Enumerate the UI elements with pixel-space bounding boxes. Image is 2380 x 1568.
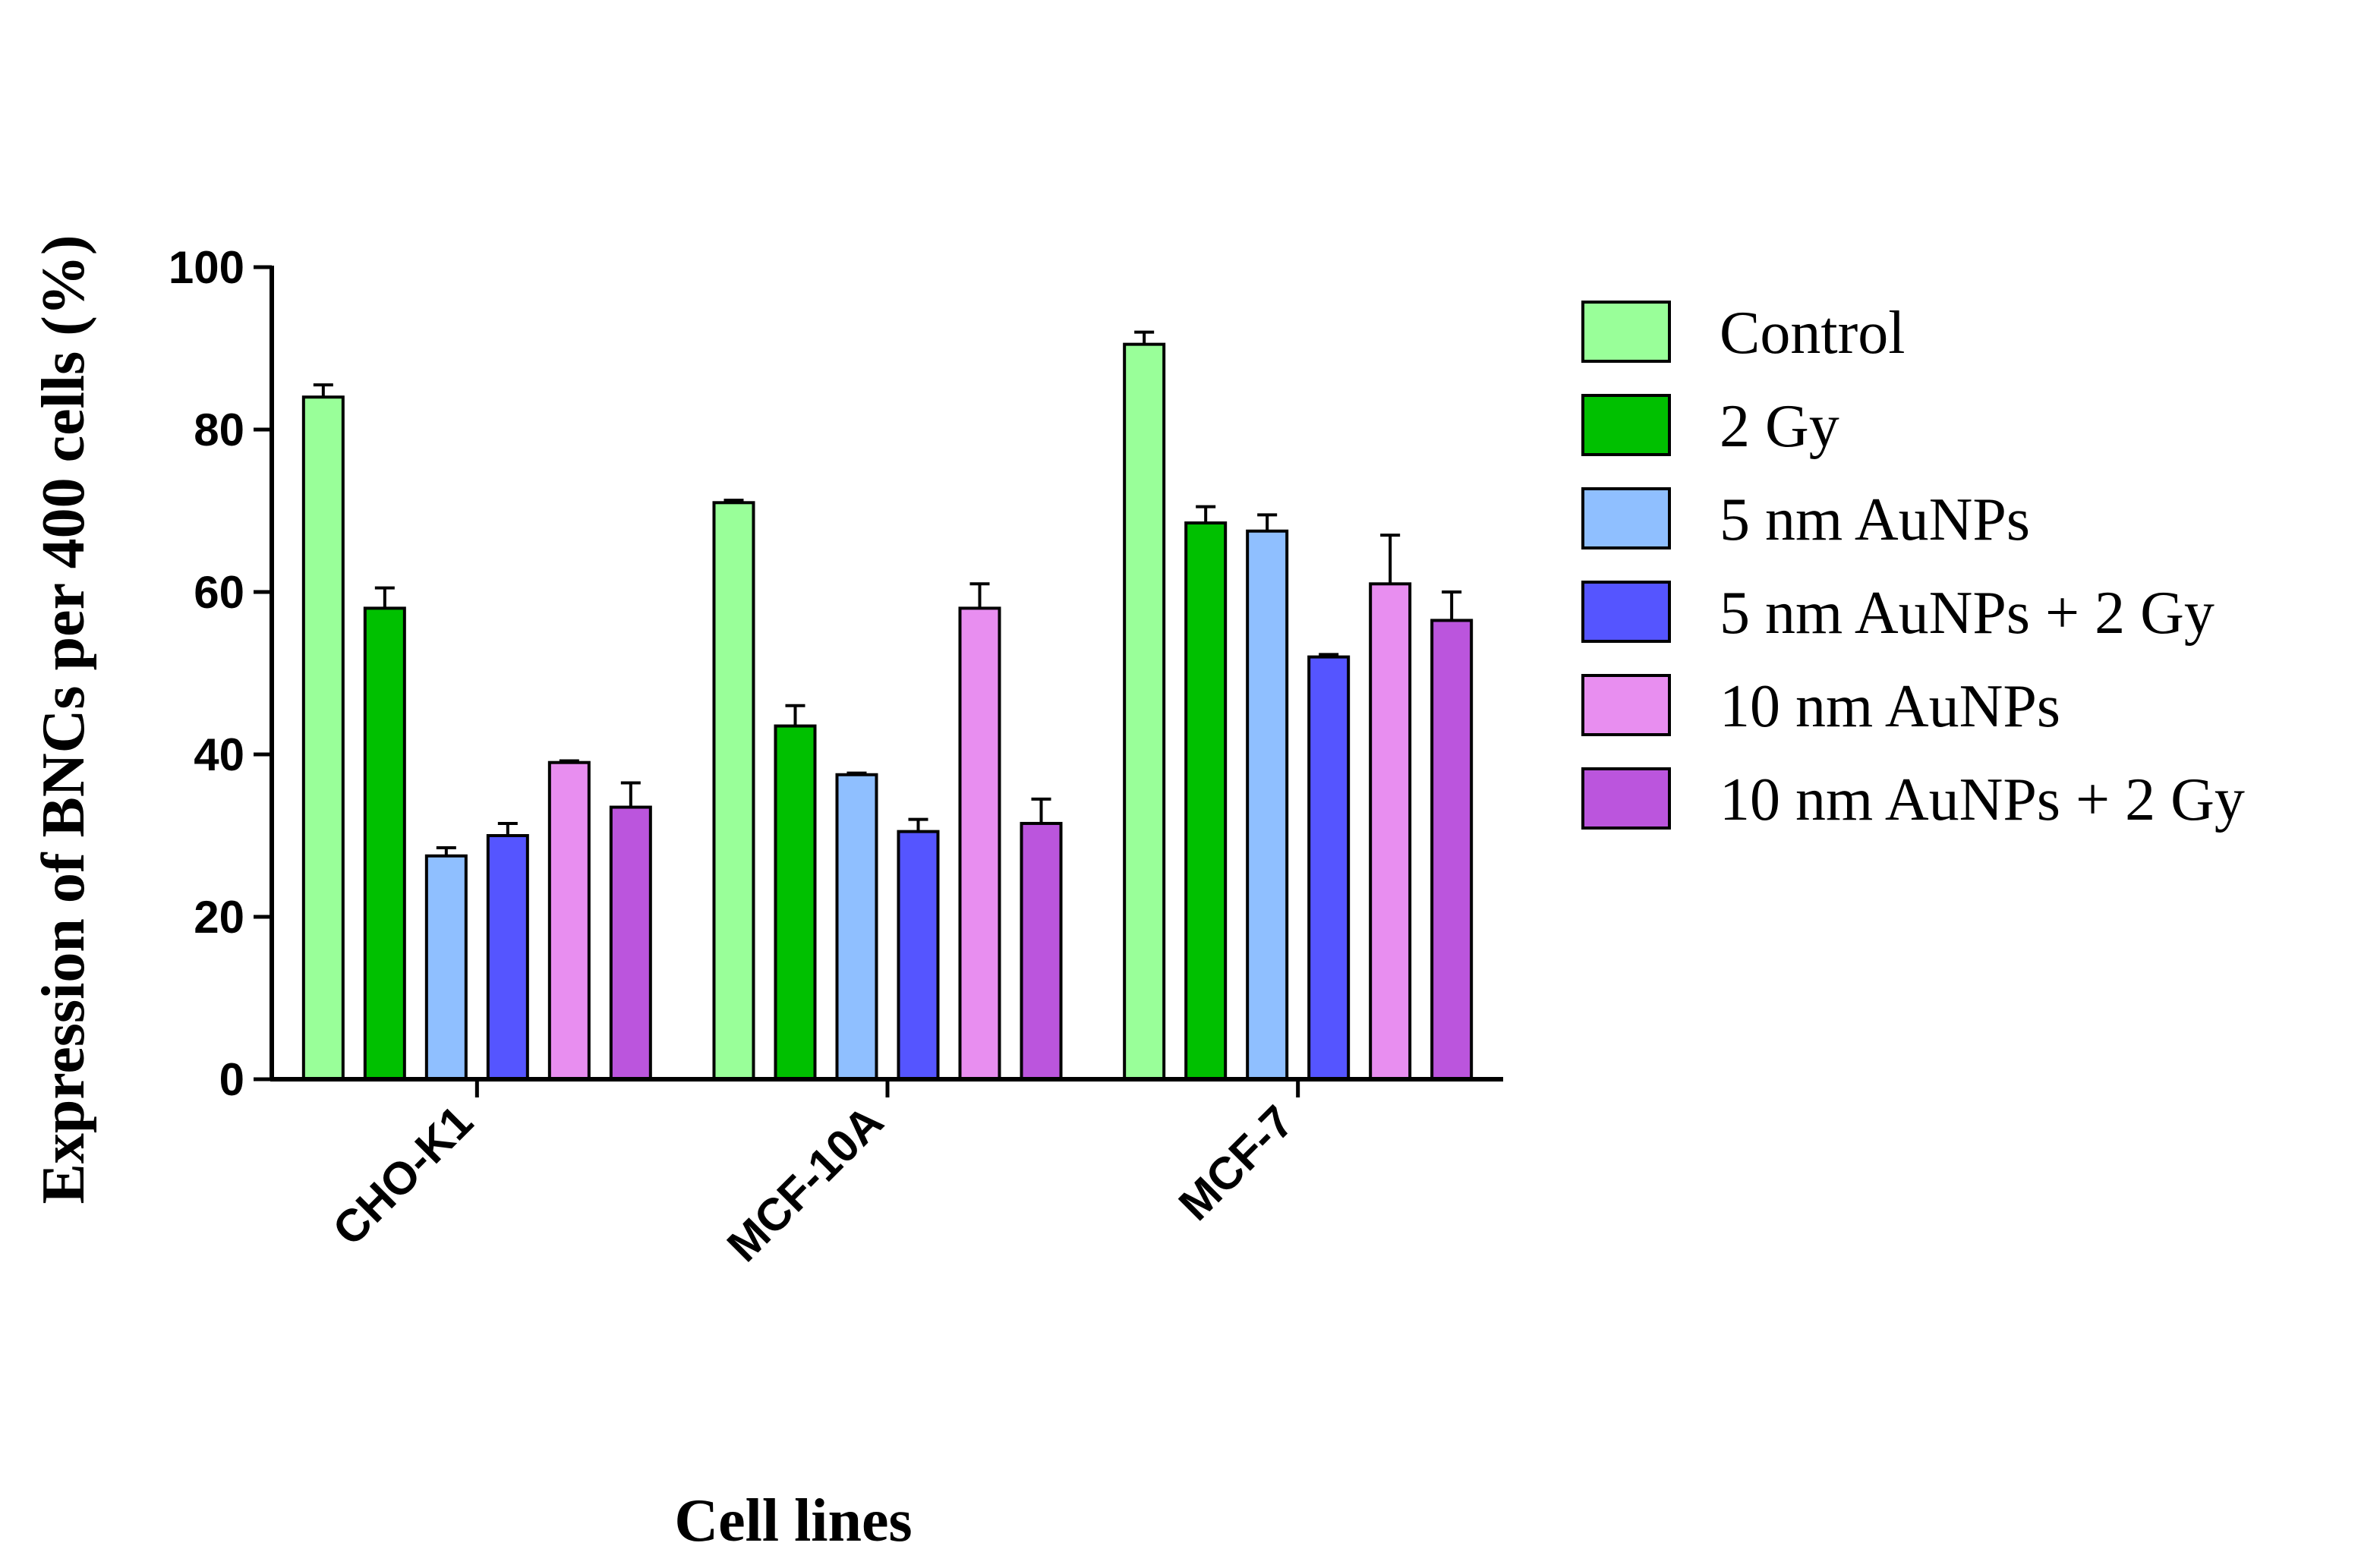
legend-swatch-5-nm-aunps-2-gy	[1581, 581, 1671, 643]
legend-swatch-5-nm-aunps	[1581, 487, 1671, 549]
bar-cho-k1-5-nm-aunps	[424, 854, 468, 1081]
bar-mcf-10a-5-nm-aunps-2-gy	[897, 830, 940, 1082]
x-tick-label-cho-k1: CHO-K1	[323, 1096, 483, 1255]
legend-label-10-nm-aunps: 10 nm AuNPs	[1720, 673, 2060, 740]
bar-mcf-7-5-nm-aunps-2-gy	[1307, 655, 1351, 1081]
y-axis-title: Expression of BNCs per 400 cells (%)	[30, 235, 97, 1204]
legend-swatch-10-nm-aunps-2-gy	[1581, 767, 1671, 830]
legend-label-5-nm-aunps-2-gy: 5 nm AuNPs + 2 Gy	[1720, 580, 2215, 647]
bar-cho-k1-10-nm-aunps	[547, 760, 591, 1081]
legend-label-10-nm-aunps-2-gy: 10 nm AuNPs + 2 Gy	[1720, 767, 2245, 833]
legend-label-2-gy: 2 Gy	[1720, 393, 1839, 460]
bar-mcf-7-10-nm-aunps	[1369, 582, 1412, 1081]
bar-mcf-7-5-nm-aunps	[1246, 529, 1289, 1081]
bar-mcf-7-10-nm-aunps-2-gy	[1430, 619, 1474, 1081]
bar-mcf-10a-2-gy	[774, 724, 817, 1081]
legend-layer: Control 2 Gy 5 nm AuNPs 5 nm AuNPs + 2 Gy 10…	[1581, 300, 2245, 833]
y-tick-label-100: 100	[169, 242, 244, 293]
legend-label-control: Control	[1720, 300, 1905, 367]
x-axis-title: Cell lines	[674, 1488, 912, 1554]
bar-mcf-7-control	[1123, 342, 1166, 1081]
y-tick-label-40: 40	[194, 729, 244, 780]
x-tick-label-mcf-7: MCF-7	[1169, 1096, 1303, 1230]
legend-swatch-10-nm-aunps	[1581, 674, 1671, 736]
legend-swatch-control	[1581, 301, 1671, 363]
bar-cho-k1-2-gy	[363, 606, 406, 1081]
bar-cho-k1-5-nm-aunps-2-gy	[486, 834, 529, 1081]
bar-mcf-10a-control	[712, 501, 755, 1081]
x-tick-label-mcf-10a: MCF-10A	[717, 1096, 893, 1271]
y-tick-label-0: 0	[219, 1054, 244, 1105]
bars-layer	[301, 330, 1474, 1082]
bar-mcf-10a-5-nm-aunps	[835, 773, 878, 1081]
bar-cho-k1-control	[301, 395, 345, 1081]
bar-mcf-10a-10-nm-aunps	[958, 606, 1001, 1081]
y-tick-label-80: 80	[194, 405, 244, 455]
bar-cho-k1-10-nm-aunps-2-gy	[609, 805, 652, 1082]
bar-mcf-10a-10-nm-aunps-2-gy	[1020, 821, 1063, 1081]
legend-label-5-nm-aunps: 5 nm AuNPs	[1720, 486, 2030, 553]
bar-mcf-7-2-gy	[1184, 521, 1228, 1081]
y-tick-label-20: 20	[194, 892, 244, 943]
legend-swatch-2-gy	[1581, 394, 1671, 456]
y-tick-label-60: 60	[194, 567, 244, 618]
